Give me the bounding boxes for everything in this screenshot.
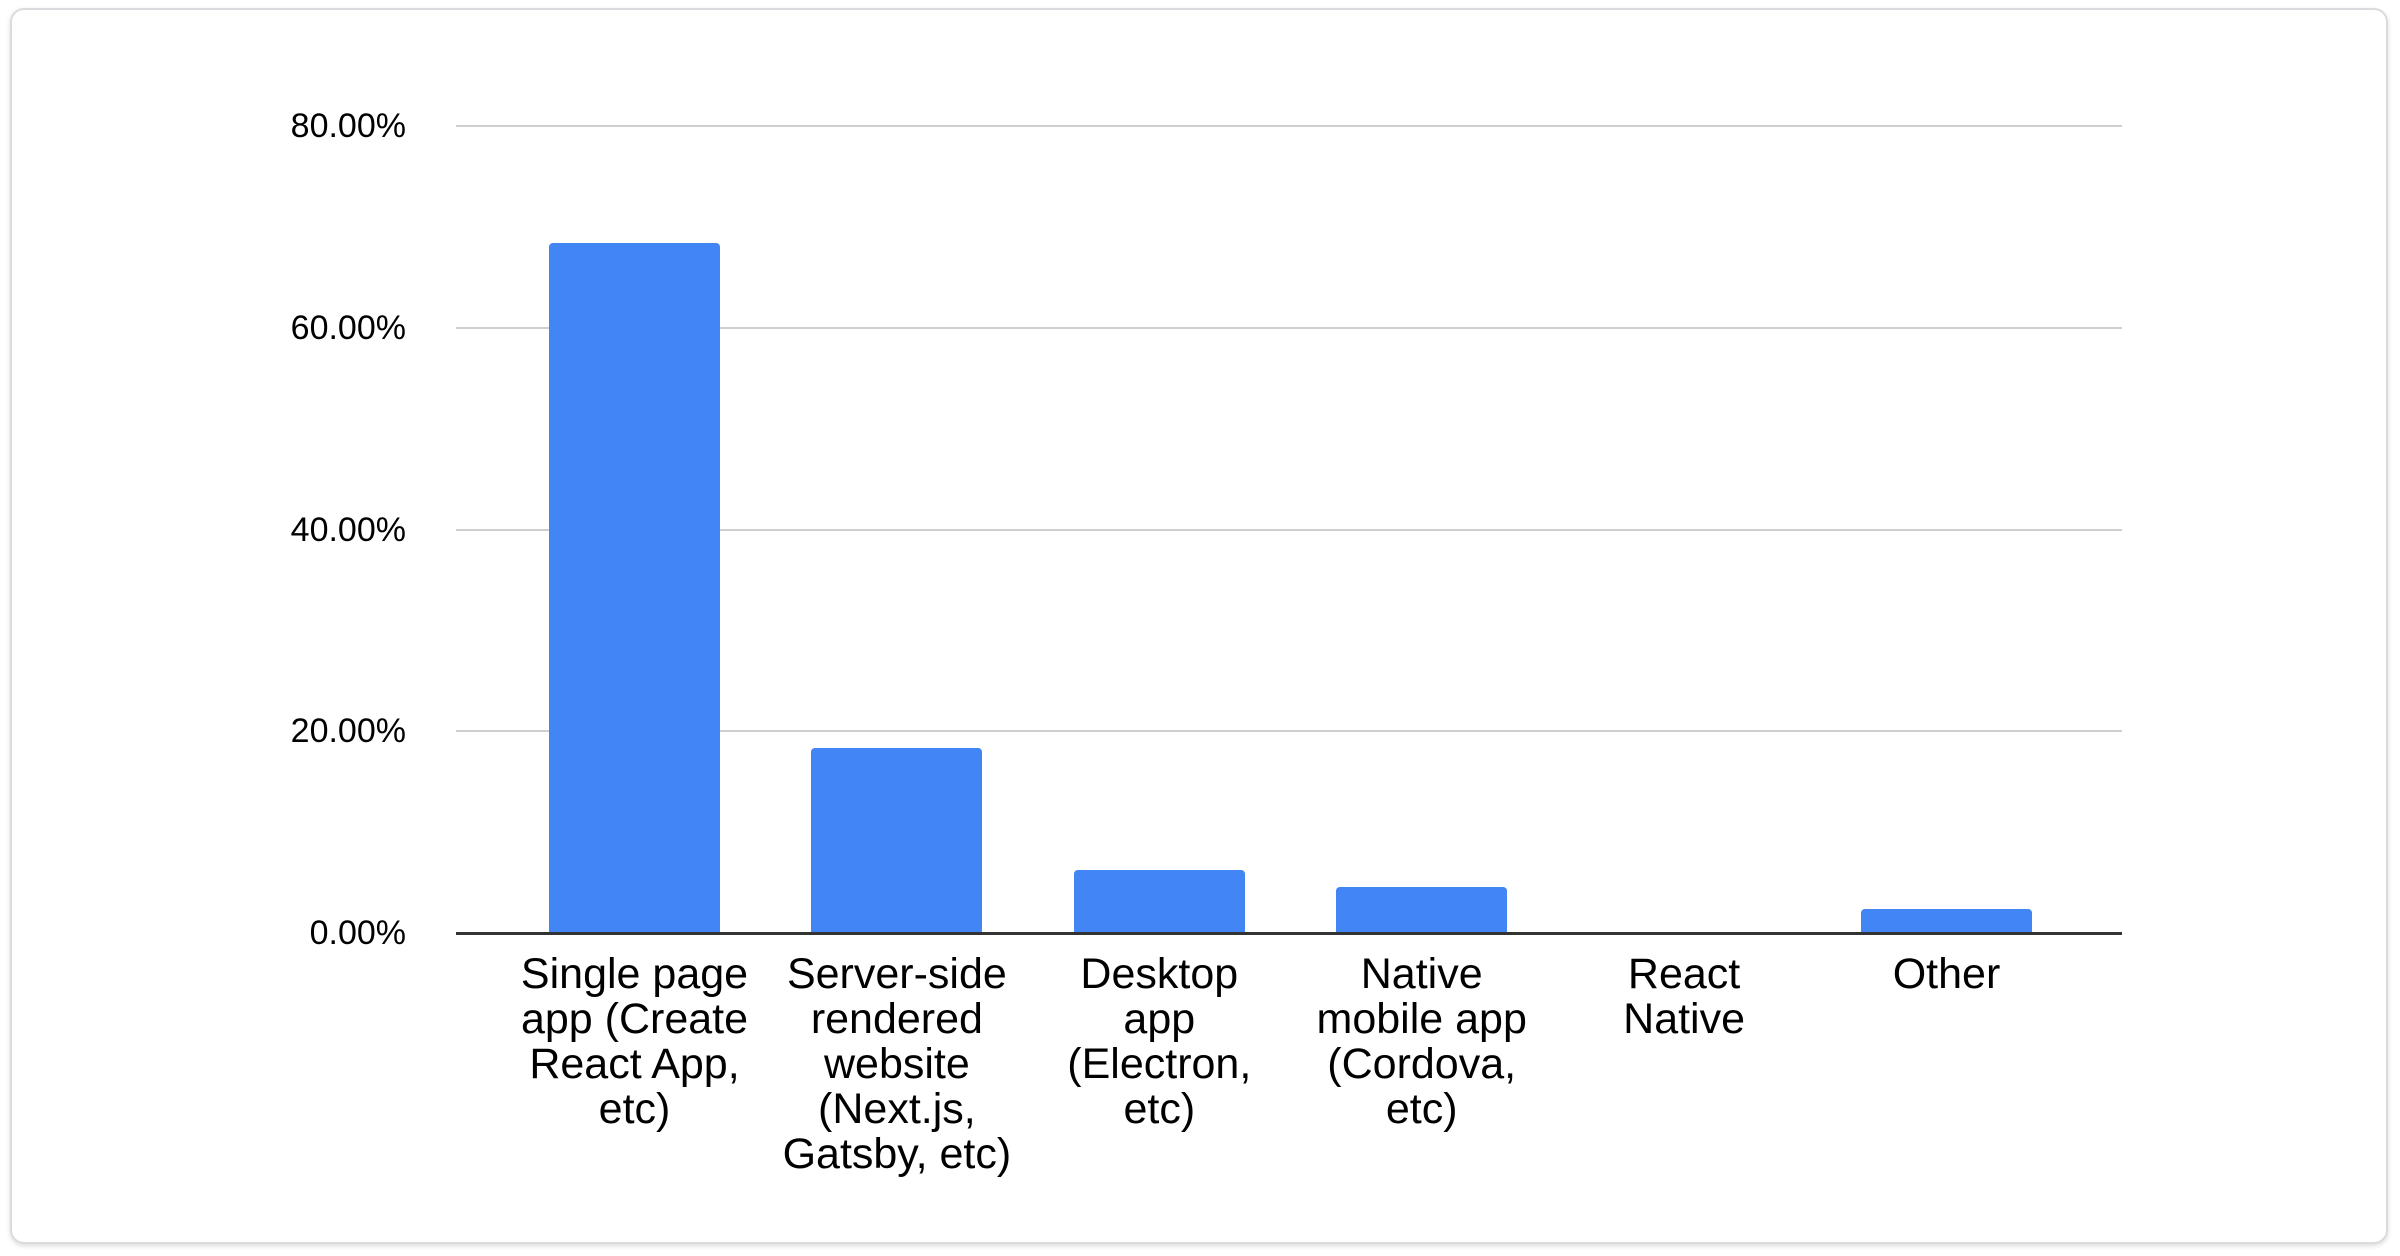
x-axis-category-label: Native mobile app (Cordova, etc) xyxy=(1316,950,1527,1133)
bar-chart: 80.00% 60.00% 40.00% 20.00% 0.00% Single page… xyxy=(12,10,2386,1242)
x-axis-category-label: Desktop app (Electron, etc) xyxy=(1067,950,1252,1133)
y-axis-tick-label: 60.00% xyxy=(290,308,406,347)
gridline xyxy=(456,125,2122,127)
gridline xyxy=(456,730,2122,733)
x-axis-category-label: React Native xyxy=(1623,950,1746,1043)
bar[interactable] xyxy=(549,243,720,933)
y-axis-tick-label: 80.00% xyxy=(290,107,406,145)
bar[interactable] xyxy=(1073,870,1245,933)
gridline xyxy=(456,326,2122,329)
bar[interactable] xyxy=(1861,909,2032,933)
gridline xyxy=(456,528,2122,531)
chart-card: 80.00% 60.00% 40.00% 20.00% 0.00% Single page… xyxy=(10,8,2388,1244)
x-axis-line xyxy=(456,932,2122,935)
bar[interactable] xyxy=(811,748,983,933)
y-axis-tick-label: 40.00% xyxy=(290,510,406,549)
x-axis-category-label: Server-side rendered website (Next.js, G… xyxy=(782,950,1012,1178)
x-axis-category-label: Other xyxy=(1892,950,2001,998)
bar[interactable] xyxy=(1336,887,1508,933)
x-axis-category-label: Single page app (Create React App, etc) xyxy=(520,950,749,1133)
y-axis-tick-label: 20.00% xyxy=(290,712,406,751)
y-axis-tick-label: 0.00% xyxy=(309,914,406,952)
